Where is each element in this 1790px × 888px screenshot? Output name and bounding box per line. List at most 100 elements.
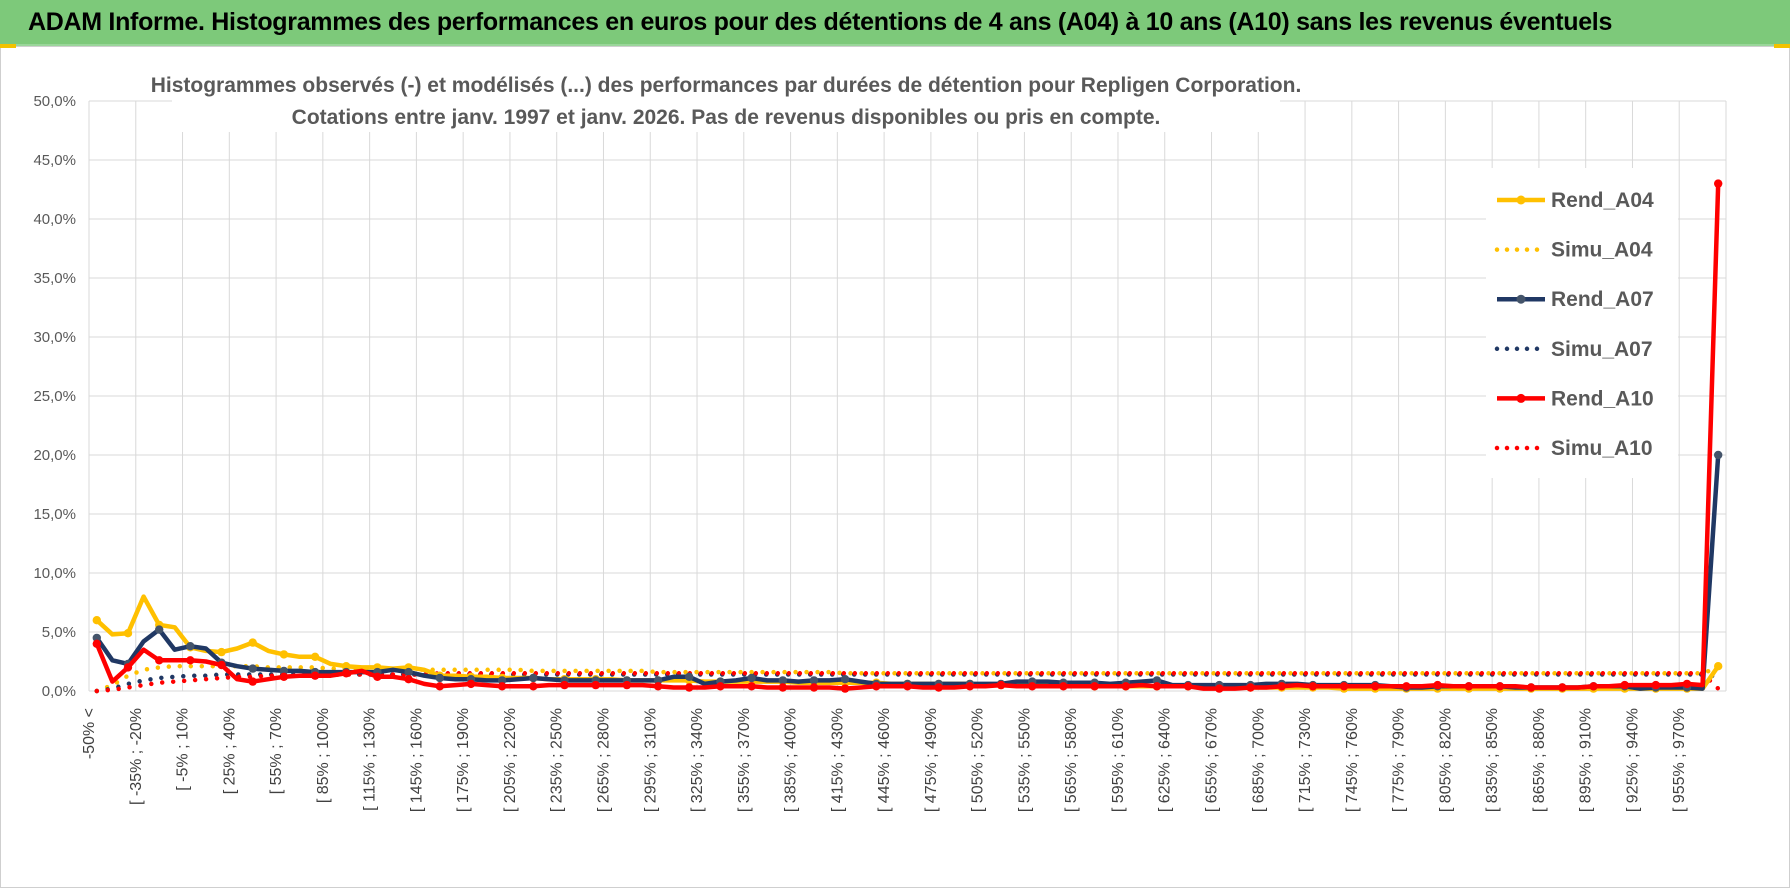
data-point-rend-a07 bbox=[155, 625, 164, 634]
data-point-rend-a10 bbox=[840, 684, 850, 693]
x-tick-label: [ 235% ; 250% bbox=[549, 708, 566, 812]
data-point-rend-a10 bbox=[1651, 680, 1661, 690]
data-point-rend-a10 bbox=[1059, 682, 1068, 691]
x-tick-label: [ 205% ; 220% bbox=[502, 708, 519, 812]
corner-accent-right bbox=[1774, 44, 1790, 48]
x-tick-label: [ 415% ; 430% bbox=[829, 708, 846, 812]
data-point-rend-a10 bbox=[934, 683, 943, 692]
chart-title-line-1: Histogrammes observés (-) et modélisés (… bbox=[151, 74, 1302, 97]
data-point-rend-a04 bbox=[310, 652, 320, 661]
data-point-rend-a10 bbox=[217, 660, 226, 670]
y-tick-label: 30,0% bbox=[33, 329, 76, 346]
x-tick-label: [ 925% ; 940% bbox=[1624, 708, 1641, 812]
chart-title-line-2: Cotations entre janv. 1997 et janv. 2026… bbox=[292, 106, 1161, 129]
data-point-rend-a10 bbox=[373, 672, 382, 681]
x-tick-label: [ 175% ; 190% bbox=[455, 708, 472, 812]
data-point-rend-a10 bbox=[1402, 682, 1411, 691]
data-point-rend-a07 bbox=[404, 667, 413, 677]
x-tick-label: [ 145% ; 160% bbox=[408, 708, 425, 812]
y-tick-label: 45,0% bbox=[33, 152, 76, 169]
x-tick-label: [ 655% ; 670% bbox=[1204, 708, 1221, 812]
y-tick-label: 50,0% bbox=[33, 93, 76, 110]
data-point-rend-a10 bbox=[872, 682, 881, 691]
x-tick-label: [ 685% ; 700% bbox=[1250, 708, 1267, 812]
data-point-rend-a10 bbox=[1121, 682, 1131, 691]
data-point-rend-a07 bbox=[92, 633, 102, 643]
data-point-rend-a10 bbox=[123, 663, 133, 672]
data-point-rend-a10 bbox=[716, 682, 725, 691]
x-tick-label: [ 85% ; 100% bbox=[315, 708, 332, 803]
x-tick-label: [ 565% ; 580% bbox=[1063, 708, 1080, 812]
data-point-rend-a10 bbox=[435, 682, 444, 691]
x-tick-label: [ 505% ; 520% bbox=[970, 708, 987, 812]
x-tick-label: [ 265% ; 280% bbox=[595, 708, 612, 812]
x-tick-label: [ 775% ; 790% bbox=[1391, 708, 1408, 812]
data-point-rend-a10 bbox=[1371, 682, 1380, 691]
data-point-rend-a10 bbox=[279, 672, 289, 681]
data-point-rend-a07 bbox=[279, 666, 289, 676]
grid-layer bbox=[88, 100, 1727, 692]
x-tick-label: [ 475% ; 490% bbox=[923, 708, 940, 812]
x-tick-label: [ 895% ; 910% bbox=[1578, 708, 1595, 812]
data-point-rend-a10 bbox=[497, 682, 507, 691]
data-point-rend-a10 bbox=[965, 682, 975, 691]
chart-title: Histogrammes observés (-) et modélisés (… bbox=[151, 64, 1302, 132]
legend-label: Rend_A10 bbox=[1551, 387, 1654, 410]
y-tick-label: 20,0% bbox=[33, 447, 76, 464]
corner-accent-left bbox=[0, 44, 16, 48]
data-point-rend-a10 bbox=[1183, 682, 1193, 691]
data-point-rend-a07 bbox=[497, 676, 507, 685]
data-point-rend-a10 bbox=[996, 680, 1006, 690]
legend-marker bbox=[1516, 195, 1526, 205]
legend-background bbox=[1486, 168, 1678, 478]
data-point-rend-a10 bbox=[1433, 680, 1442, 690]
legend-label: Simu_A04 bbox=[1551, 239, 1653, 262]
x-tick-label: [ -5% ; 10% bbox=[175, 708, 192, 791]
data-point-rend-a07 bbox=[653, 676, 663, 685]
series-line-rend-a07 bbox=[94, 454, 1721, 691]
data-point-rend-a10 bbox=[1464, 682, 1474, 691]
data-point-rend-a10 bbox=[1620, 680, 1629, 690]
data-point-rend-a10 bbox=[1246, 683, 1255, 692]
y-tick-label: 5,0% bbox=[42, 624, 76, 641]
x-tick-label: [ 535% ; 550% bbox=[1016, 708, 1033, 812]
legend: Rend_A04 Simu_A04 Rend_A07 Simu_A07 Rend_A10… bbox=[1486, 168, 1678, 478]
x-tick-label: [ 805% ; 820% bbox=[1437, 708, 1454, 812]
y-tick-label: 35,0% bbox=[33, 270, 76, 287]
x-tick-label: [ 865% ; 880% bbox=[1531, 708, 1548, 812]
x-tick-label: -50% < bbox=[81, 708, 98, 759]
data-point-rend-a10 bbox=[342, 669, 351, 678]
y-tick-label: 25,0% bbox=[33, 388, 76, 405]
legend-marker bbox=[1516, 393, 1526, 403]
data-point-rend-a10 bbox=[1526, 683, 1536, 692]
report-title: ADAM Informe. Histogrammes des performan… bbox=[28, 7, 1613, 36]
data-point-rend-a04 bbox=[1714, 662, 1723, 671]
data-point-rend-a10 bbox=[310, 671, 320, 680]
data-point-rend-a10 bbox=[1682, 679, 1692, 689]
x-tick-label: [ 595% ; 610% bbox=[1110, 708, 1127, 812]
data-point-rend-a04 bbox=[217, 647, 226, 657]
x-axis-ticks: -50% < [ -35% ; -20% [ -5% ; 10% [ 25% ; 40… bbox=[81, 708, 1688, 812]
series-line-simu-a10 bbox=[94, 671, 1721, 694]
report-header-banner: ADAM Informe. Histogrammes des performan… bbox=[0, 0, 1790, 46]
data-point-rend-a10 bbox=[404, 675, 413, 684]
data-point-rend-a04 bbox=[279, 650, 289, 659]
data-point-rend-a10 bbox=[1339, 682, 1349, 691]
data-point-rend-a10 bbox=[1152, 682, 1162, 691]
data-point-rend-a07 bbox=[809, 676, 819, 685]
data-point-rend-a10 bbox=[778, 683, 787, 692]
data-point-rend-a10 bbox=[747, 682, 756, 691]
y-tick-label: 15,0% bbox=[33, 506, 76, 523]
x-tick-label: [ 295% ; 310% bbox=[642, 708, 659, 812]
data-point-rend-a07 bbox=[186, 642, 195, 651]
legend-label: Simu_A07 bbox=[1551, 338, 1653, 361]
data-point-rend-a10 bbox=[1589, 682, 1598, 691]
x-tick-label: [ 835% ; 850% bbox=[1484, 708, 1501, 812]
data-point-rend-a04 bbox=[248, 638, 257, 647]
legend-label: Rend_A04 bbox=[1551, 189, 1654, 212]
x-tick-label: [ 355% ; 370% bbox=[736, 708, 753, 812]
legend-label: Simu_A10 bbox=[1551, 437, 1653, 460]
x-tick-label: [ 115% ; 130% bbox=[362, 708, 379, 811]
legend-marker bbox=[1516, 294, 1526, 304]
